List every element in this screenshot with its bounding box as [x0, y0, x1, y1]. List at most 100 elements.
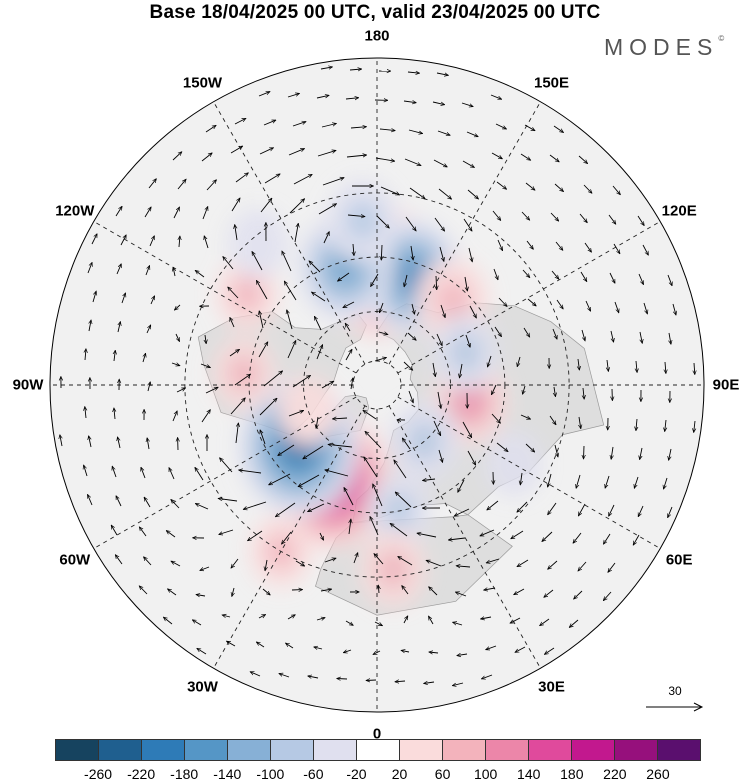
wind-arrow-355 [603, 533, 611, 544]
wind-arrow-360 [638, 273, 644, 285]
wind-arrow-93 [222, 615, 231, 617]
wind-arrow-130 [275, 502, 296, 517]
wind-arrow-186 [376, 215, 389, 228]
colorbar-tick-label: 260 [646, 766, 670, 782]
anomaly-positive-6-level-1 [434, 279, 472, 322]
wind-arrow-321 [542, 531, 553, 542]
polar-map [49, 57, 705, 713]
wind-arrow-143 [323, 232, 330, 244]
wind-arrow-36 [144, 497, 151, 508]
wind-arrow-251 [468, 247, 472, 262]
wind-arrow-219 [398, 556, 413, 566]
wind-arrow-310 [550, 212, 559, 221]
wind-arrow-31 [143, 353, 146, 363]
wind-arrow-370 [667, 274, 672, 286]
wind-arrow-305 [510, 617, 521, 624]
wind-arrow-216 [394, 460, 407, 479]
wind-arrow-78 [235, 173, 248, 183]
wind-arrow-362 [640, 331, 642, 343]
wind-arrow-262 [456, 566, 471, 567]
wind-arrow-15 [121, 293, 126, 304]
wind-arrow-137 [320, 67, 333, 69]
wind-arrow-236 [433, 420, 442, 436]
wind-arrow-161 [350, 127, 367, 128]
wind-arrow-150 [303, 445, 324, 459]
wind-arrow-358 [637, 215, 644, 226]
colorbar-tick-label: 100 [473, 766, 498, 782]
wind-arrow-234 [432, 362, 435, 377]
meridian-label-180: 180 [364, 27, 390, 45]
wind-arrow-196 [369, 517, 379, 536]
wind-arrow-159 [349, 69, 362, 70]
wind-arrow-203 [403, 101, 416, 103]
map-background [50, 58, 704, 712]
chart-title: Base 18/04/2025 00 UTC, valid 23/04/2025… [149, 2, 601, 23]
wind-arrow-74 [192, 620, 202, 626]
meridian--120 [93, 221, 357, 374]
wind-arrow-263 [455, 592, 467, 597]
meridian-label-30e: 30E [538, 678, 565, 696]
wind-arrow-281 [487, 500, 499, 510]
wind-arrow-322 [548, 560, 558, 569]
wind-arrow-223 [395, 681, 406, 682]
wind-arrow-274 [498, 297, 507, 307]
wind-arrow-354 [608, 504, 615, 516]
wind-arrow-217 [395, 492, 412, 508]
wind-arrow-119 [293, 174, 312, 185]
wind-arrow-232 [440, 304, 445, 318]
wind-arrow-168 [345, 323, 351, 332]
wind-arrow-160 [345, 98, 359, 99]
wind-arrow-275 [494, 326, 502, 337]
wind-arrow-328 [579, 213, 587, 223]
meridian-label-90e: 90E [712, 376, 740, 394]
wind-arrow-268 [495, 123, 507, 130]
wind-arrow-30 [146, 325, 152, 334]
anomaly-negative-9-level-1 [449, 333, 483, 372]
meridian-label-150e: 150E [533, 74, 570, 92]
wind-arrow-329 [584, 242, 592, 252]
wind-arrow-95 [258, 92, 270, 97]
wind-arrow-64 [205, 334, 206, 344]
wind-arrow-304 [514, 588, 525, 595]
wind-arrow-135 [286, 643, 294, 649]
wind-arrow-345 [613, 243, 620, 254]
wind-arrow-113 [258, 614, 266, 619]
wind-arrow-298 [520, 414, 531, 420]
wind-arrow-176 [353, 553, 358, 564]
wind-arrow-301 [517, 501, 528, 512]
wind-arrow-174 [343, 488, 354, 506]
wind-arrow-204 [408, 129, 423, 134]
wind-arrow-241 [426, 560, 442, 567]
wind-arrow-191 [374, 358, 387, 362]
colorbar-swatch-0 [56, 740, 99, 760]
wind-arrow-105 [263, 371, 283, 387]
wind-arrow-249 [467, 189, 479, 199]
wind-arrow-24 [115, 555, 123, 565]
colorbar-swatch-9 [443, 740, 486, 760]
wind-arrow-331 [585, 300, 592, 311]
wind-arrow-132 [295, 560, 305, 566]
wind-arrow-179 [343, 650, 352, 653]
wind-arrow-254 [465, 334, 470, 347]
wind-arrow-10 [84, 465, 88, 477]
wind-arrow-80 [235, 225, 238, 241]
wind-arrow-228 [438, 188, 452, 199]
colorbar-tick-label: 60 [434, 766, 451, 782]
meridian--30 [213, 405, 366, 669]
wind-arrow-330 [580, 271, 587, 282]
wind-arrow-267 [490, 94, 502, 99]
wind-arrow-169 [345, 349, 352, 361]
anomaly-negative-15-level-0 [228, 208, 288, 278]
wind-arrow-185 [380, 186, 400, 196]
wind-arrow-84 [229, 349, 240, 357]
wind-arrow-192 [363, 410, 377, 420]
wind-arrow-312 [551, 270, 559, 279]
wind-arrow-167 [343, 301, 355, 309]
wind-arrow-291 [521, 211, 530, 220]
wind-arrow-316 [554, 386, 556, 397]
wind-arrow-184 [375, 157, 395, 161]
wind-arrow-122 [281, 251, 292, 272]
wind-arrow-376 [669, 448, 671, 460]
wind-arrow-170 [351, 378, 353, 390]
wind-arrow-39 [139, 586, 148, 595]
